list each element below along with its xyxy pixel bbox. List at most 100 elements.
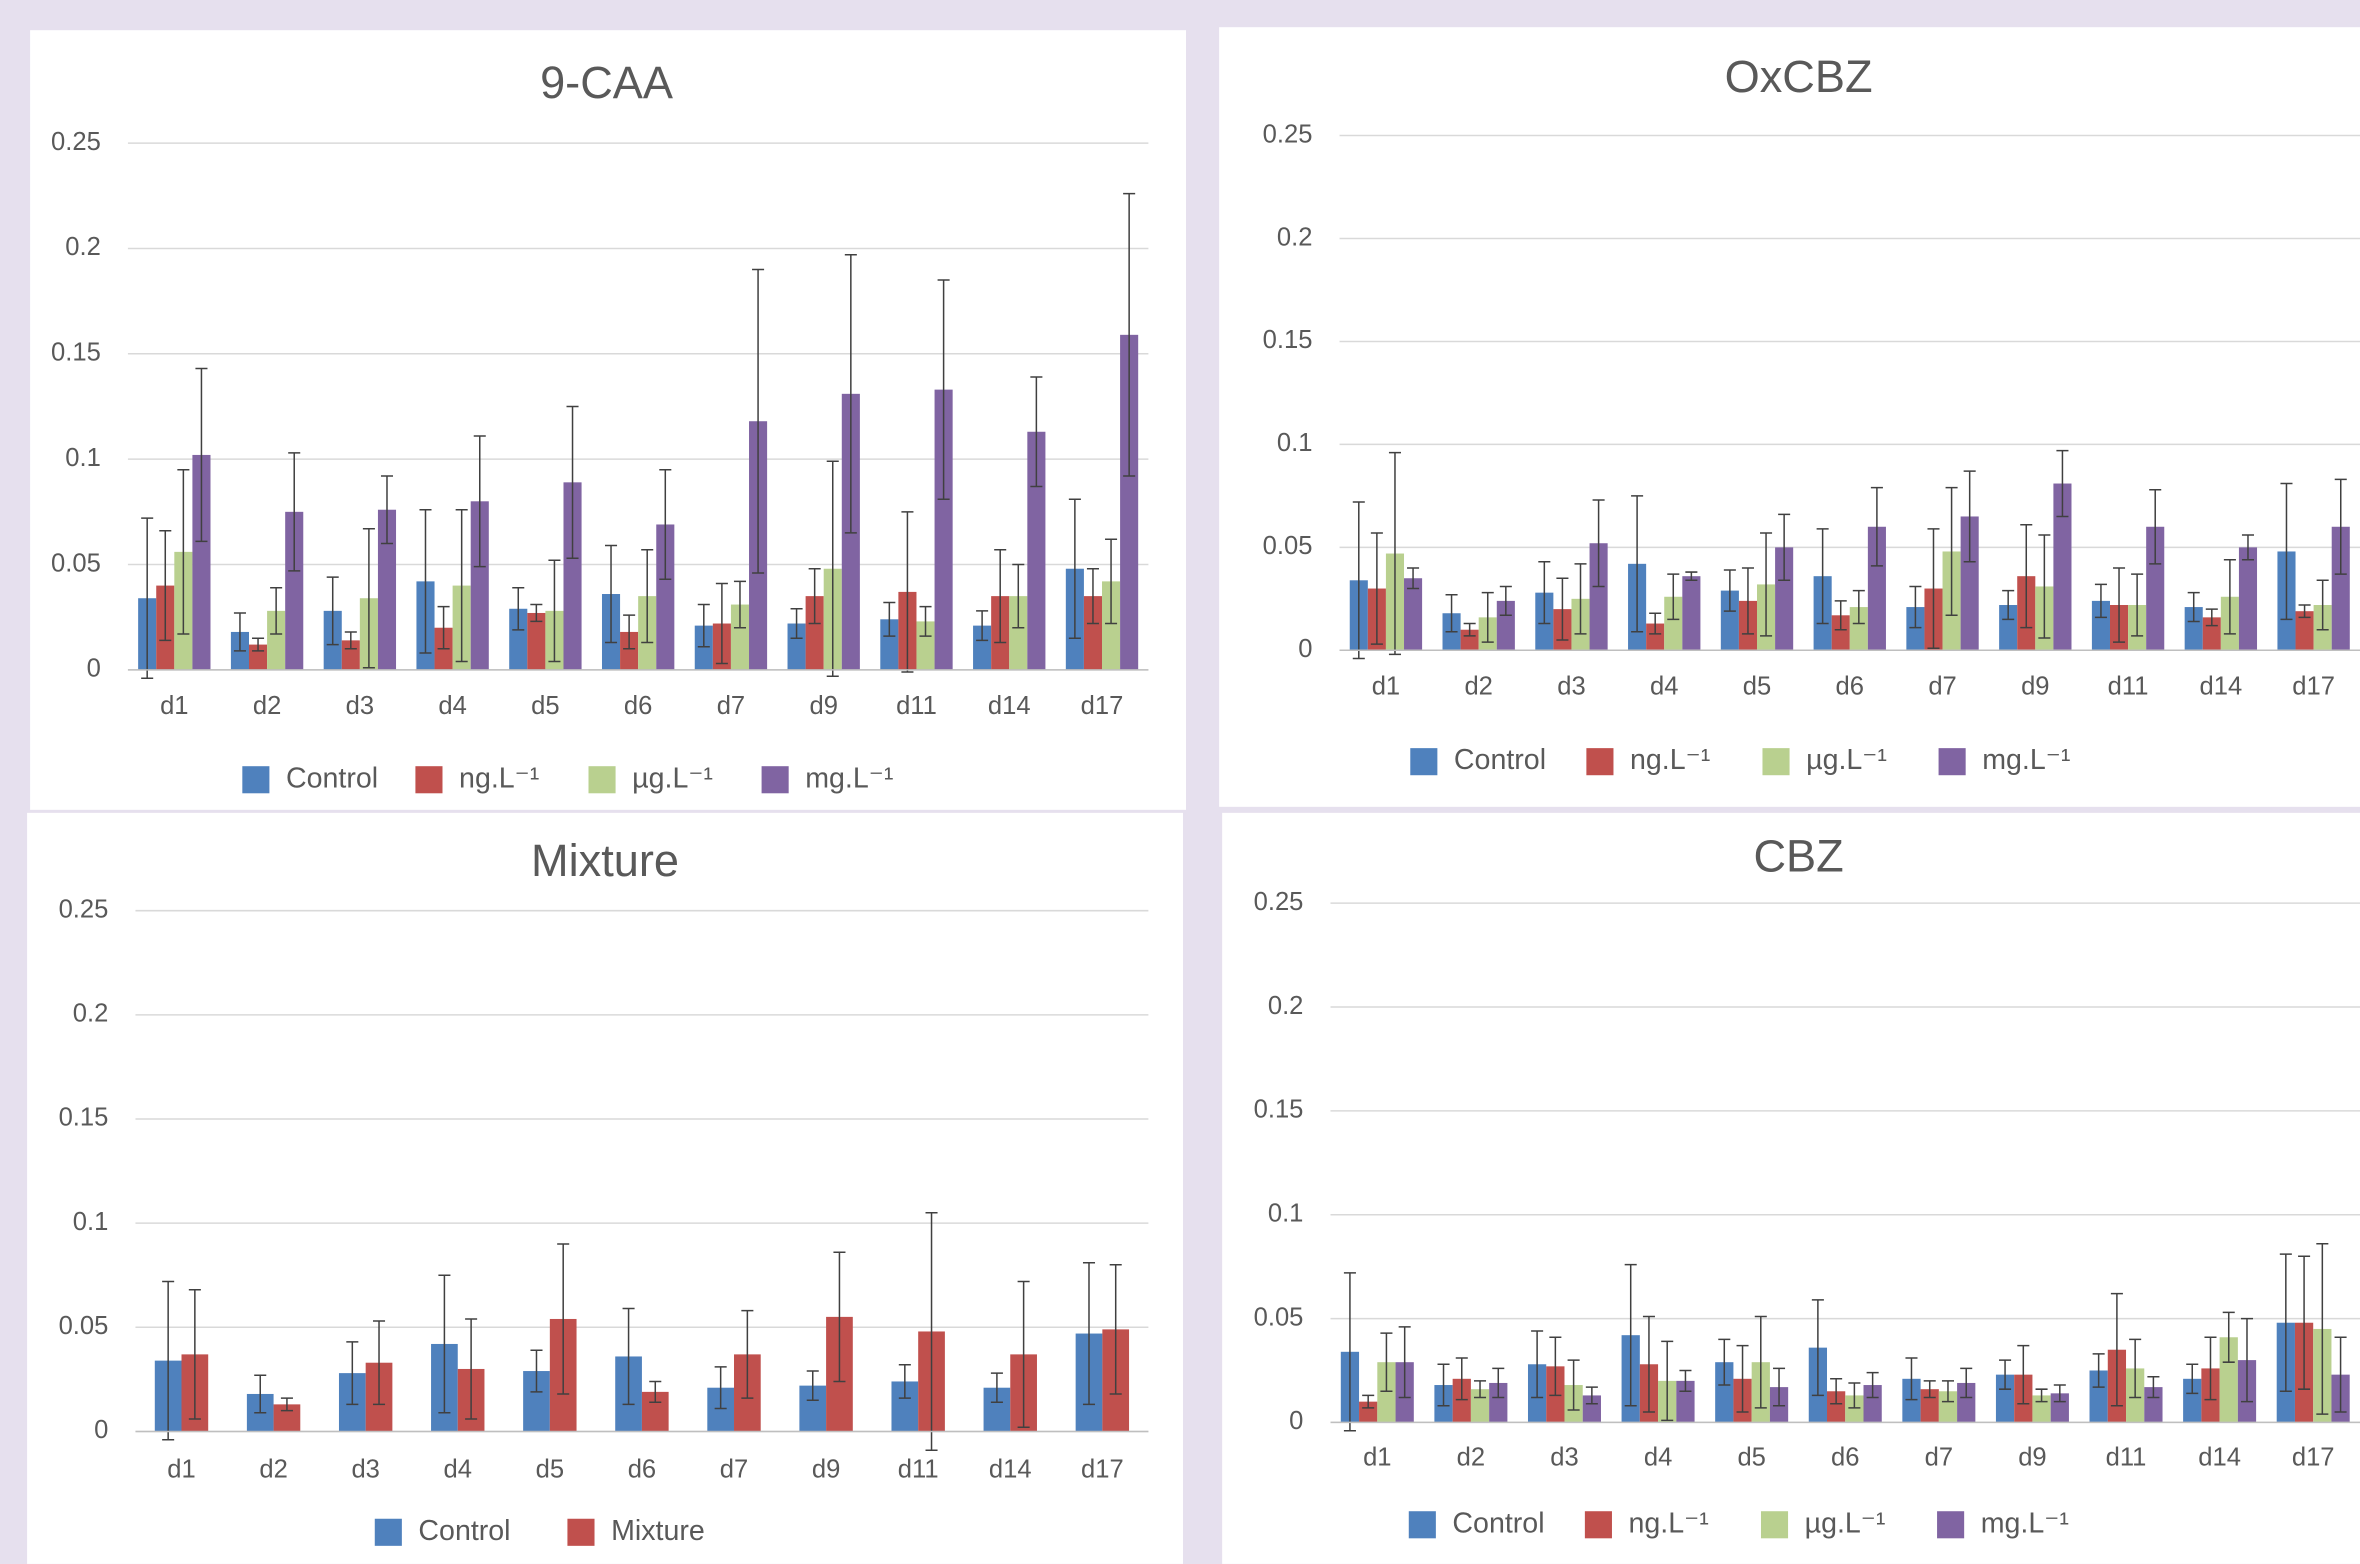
error-bar — [2240, 1317, 2254, 1403]
x-tick-label: d9 — [812, 1455, 840, 1483]
x-tick-label: d4 — [1650, 673, 1678, 701]
error-bar — [280, 1397, 293, 1412]
error-bar — [2280, 482, 2293, 621]
error-bar — [2017, 1344, 2030, 1405]
y-tick-label: 0 — [1289, 1407, 1303, 1435]
error-bar — [1927, 528, 1940, 649]
y-tick-label: 0.25 — [59, 895, 109, 923]
bar — [1589, 543, 1608, 651]
bar — [1960, 516, 1979, 651]
error-bar — [2053, 1384, 2066, 1403]
y-tick-label: 0.1 — [73, 1208, 109, 1236]
x-tick-label: d3 — [1550, 1443, 1578, 1471]
error-bar — [1830, 1378, 1843, 1405]
error-bar — [1667, 573, 1680, 621]
legend-label: µg.L⁻¹ — [1806, 744, 1887, 776]
error-bar — [1624, 1263, 1637, 1407]
bar — [656, 524, 675, 670]
error-bar — [373, 1320, 386, 1406]
x-tick-label: d14 — [2198, 1443, 2241, 1471]
bar — [192, 454, 211, 670]
bar — [470, 501, 489, 670]
bar — [2295, 611, 2314, 651]
legend-label: µg.L⁻¹ — [1805, 1507, 1886, 1539]
x-tick-label: d7 — [1928, 673, 1956, 701]
error-bar — [1649, 612, 1662, 635]
bar — [934, 389, 953, 670]
bar — [880, 619, 899, 670]
error-bar — [1492, 1367, 1505, 1399]
legend-swatch — [1937, 1511, 1965, 1539]
error-bar — [1549, 1336, 1562, 1397]
y-tick-label: 0.25 — [1254, 888, 1304, 916]
error-bar — [649, 1380, 662, 1404]
error-bar — [548, 559, 561, 663]
error-bar — [1380, 1332, 1393, 1393]
error-bar — [2204, 1336, 2217, 1401]
y-tick-label: 0 — [1298, 635, 1312, 663]
x-tick-label: d1 — [167, 1455, 195, 1483]
x-tick-label: d5 — [531, 692, 559, 720]
x-tick-label: d11 — [896, 692, 937, 720]
legend-swatch — [415, 766, 443, 794]
legend-swatch — [1586, 748, 1614, 776]
error-bar — [326, 576, 339, 646]
chart-title: Mixture — [531, 835, 679, 886]
error-bar — [1445, 593, 1458, 633]
error-bar — [826, 460, 839, 677]
legend-swatch — [761, 766, 789, 794]
error-bar — [141, 517, 154, 680]
error-bar — [465, 1318, 478, 1420]
error-bar — [1109, 1264, 1122, 1395]
bar — [916, 621, 935, 670]
legend-swatch — [374, 1518, 402, 1546]
error-bar — [1852, 589, 1865, 625]
bar — [694, 625, 713, 670]
y-tick-label: 0.05 — [1254, 1303, 1304, 1331]
error-bar — [162, 1280, 175, 1441]
error-bar — [1017, 1280, 1030, 1429]
bar — [1863, 1385, 1882, 1423]
chart-panel: OxCBZ 0 0.05 0.1 0.15 0.2 0.25 d1 d2 d3 d4 d5 d6 d7 d9… — [1219, 27, 2360, 807]
bar — [2144, 1387, 2163, 1423]
error-bar — [566, 405, 579, 559]
error-bar — [1870, 486, 1883, 567]
error-bar — [1481, 591, 1494, 643]
y-tick-label: 0.1 — [1268, 1199, 1304, 1227]
error-bar — [2205, 608, 2218, 627]
bar — [1845, 1395, 1864, 1423]
x-tick-label: d3 — [1557, 673, 1585, 701]
bar — [1120, 334, 1139, 670]
bar — [2238, 547, 2258, 651]
error-bar — [1631, 495, 1644, 633]
error-bar — [919, 605, 932, 637]
error-bar — [1398, 1326, 1411, 1399]
error-bar — [2094, 583, 2107, 619]
x-tick-label: d17 — [2292, 1443, 2335, 1471]
x-tick-label: d6 — [624, 692, 652, 720]
error-bar — [1012, 563, 1025, 629]
error-bar — [2223, 558, 2236, 635]
error-bar — [233, 612, 246, 652]
error-bar — [1741, 567, 1754, 635]
error-bar — [901, 511, 914, 673]
error-bar — [1679, 1369, 1692, 1393]
error-bar — [2002, 589, 2015, 621]
error-bar — [1909, 585, 1922, 629]
x-tick-label: d4 — [1644, 1443, 1672, 1471]
error-bar — [937, 279, 950, 500]
legend-swatch — [1938, 748, 1966, 776]
x-tick-label: d7 — [717, 692, 745, 720]
error-bar — [346, 1341, 359, 1406]
error-bar — [1923, 1380, 1936, 1399]
error-bar — [1352, 501, 1365, 660]
error-bar — [806, 1370, 819, 1401]
error-bar — [990, 1372, 1003, 1404]
bar — [1377, 1362, 1396, 1423]
legend-label: mg.L⁻¹ — [1982, 744, 2070, 776]
x-tick-label: d6 — [1836, 673, 1864, 701]
error-bar — [2222, 1311, 2235, 1363]
bar — [1496, 600, 1515, 651]
error-bar — [752, 268, 765, 574]
x-tick-label: d5 — [1737, 1443, 1765, 1471]
